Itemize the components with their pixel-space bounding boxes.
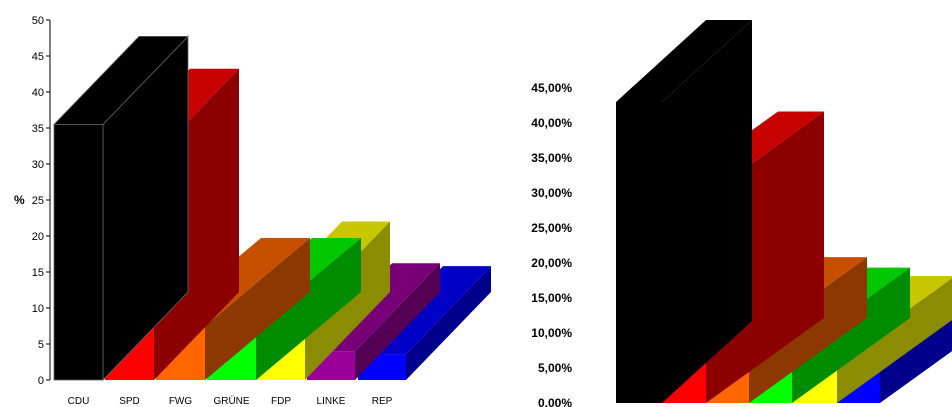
y-tick-label: 45,00%: [531, 81, 572, 95]
y-tick-label: 35,00%: [531, 151, 572, 165]
y-tick-label: 45: [32, 51, 44, 63]
bar-5-side: [880, 310, 952, 403]
x-tick-label: SPD: [119, 396, 140, 407]
x-tick-label: FWG: [169, 396, 193, 407]
x-tick-label: CDU: [68, 396, 90, 407]
y-tick-label: 25,00%: [531, 221, 572, 235]
y-tick-label: 25: [32, 195, 44, 207]
y-axis-label: %: [14, 193, 25, 207]
y-tick-label: 15: [32, 267, 44, 279]
bar-0-top: [616, 20, 752, 102]
y-tick-label: 20,00%: [531, 256, 572, 270]
bar-0-side: [662, 20, 752, 403]
bar-4-side: [837, 278, 952, 403]
y-tick-label: 30: [32, 159, 44, 171]
bar-6-side: [406, 266, 491, 380]
y-tick-label: 35: [32, 123, 44, 135]
x-tick-label: FDP: [271, 396, 291, 407]
bar-2-side: [749, 257, 867, 403]
bar-2-side: [205, 238, 310, 380]
x-tick-label: REP: [372, 396, 393, 407]
y-tick-label: 30,00%: [531, 186, 572, 200]
y-tick-label: 50: [32, 15, 44, 27]
y-tick-label: 40: [32, 87, 44, 99]
y-tick-label: 5,00%: [538, 361, 572, 375]
bar-0: [616, 102, 662, 403]
y-tick-label: 5: [38, 339, 44, 351]
y-tick-label: 0,00%: [538, 396, 572, 407]
x-tick-label: GRÜNE: [213, 395, 249, 407]
bar-3-side: [792, 267, 910, 403]
bar-0: [53, 124, 104, 381]
x-tick-label: LINKE: [317, 396, 346, 407]
y-tick-label: 10: [32, 303, 44, 315]
bar-5-side: [355, 263, 440, 380]
y-tick-label: 10,00%: [531, 326, 572, 340]
bar-3-side: [256, 238, 361, 380]
y-tick-label: 15,00%: [531, 291, 572, 305]
y-tick-label: 20: [32, 231, 44, 243]
y-tick-label: 40,00%: [531, 116, 572, 130]
y-tick-label: 0: [38, 375, 44, 387]
